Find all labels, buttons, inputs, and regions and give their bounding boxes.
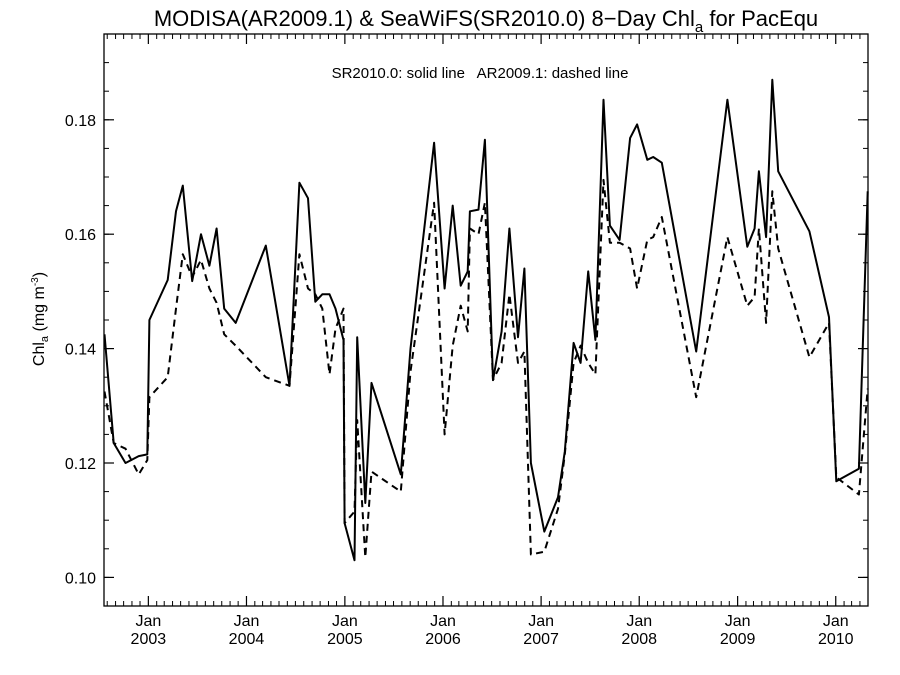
y-tick-label: 0.16 [65,227,96,244]
x-tick-year-label: 2005 [327,631,363,648]
y-axis-ticks: 0.10 0.12 0.14 0.16 0.18 [65,33,868,607]
x-tick-year-label: 2010 [818,631,854,648]
x-axis-ticks: Jan2003Jan2004Jan2005Jan2006Jan2007Jan20… [106,34,869,648]
y-tick-label: 0.18 [65,113,96,130]
x-tick-month-label: Jan [430,613,456,630]
y-axis-label: Chla (mg m-3) [30,272,51,366]
x-tick-year-label: 2003 [131,631,167,648]
series-line-dashed [103,178,869,559]
x-tick-month-label: Jan [626,613,652,630]
y-tick-label: 0.12 [65,456,96,473]
x-tick-year-label: 2006 [425,631,461,648]
x-tick-month-label: Jan [234,613,260,630]
y-tick-label: 0.14 [65,342,96,359]
x-tick-year-label: 2008 [621,631,657,648]
series-line-solid [103,78,869,562]
series-layer [103,78,869,562]
chart-title-main: MODISA(AR2009.1) & SeaWiFS(SR2010.0) 8−D… [154,6,695,31]
chart-title-subscript: a [695,19,704,36]
x-tick-month-label: Jan [725,613,751,630]
plot-frame [103,33,869,607]
x-tick-year-label: 2004 [229,631,265,648]
x-tick-month-label: Jan [135,613,161,630]
y-axis-label-subscript: a [39,335,51,342]
chart-annotation: SR2010.0: solid line AR2009.1: dashed li… [332,65,629,82]
y-axis-label-base: Chl [31,342,48,366]
x-tick-month-label: Jan [528,613,554,630]
y-axis-label-superscript: -3 [30,277,41,286]
chart-title: MODISA(AR2009.1) & SeaWiFS(SR2010.0) 8−D… [154,6,818,36]
x-tick-year-label: 2007 [523,631,559,648]
y-tick-label: 0.10 [65,570,96,587]
y-axis-label-unit: (mg m [31,286,48,336]
x-tick-month-label: Jan [332,613,358,630]
x-tick-month-label: Jan [823,613,849,630]
y-axis-label-unit-close: ) [31,272,48,277]
chart-title-suffix: for PacEqu [703,6,818,31]
x-tick-year-label: 2009 [720,631,756,648]
